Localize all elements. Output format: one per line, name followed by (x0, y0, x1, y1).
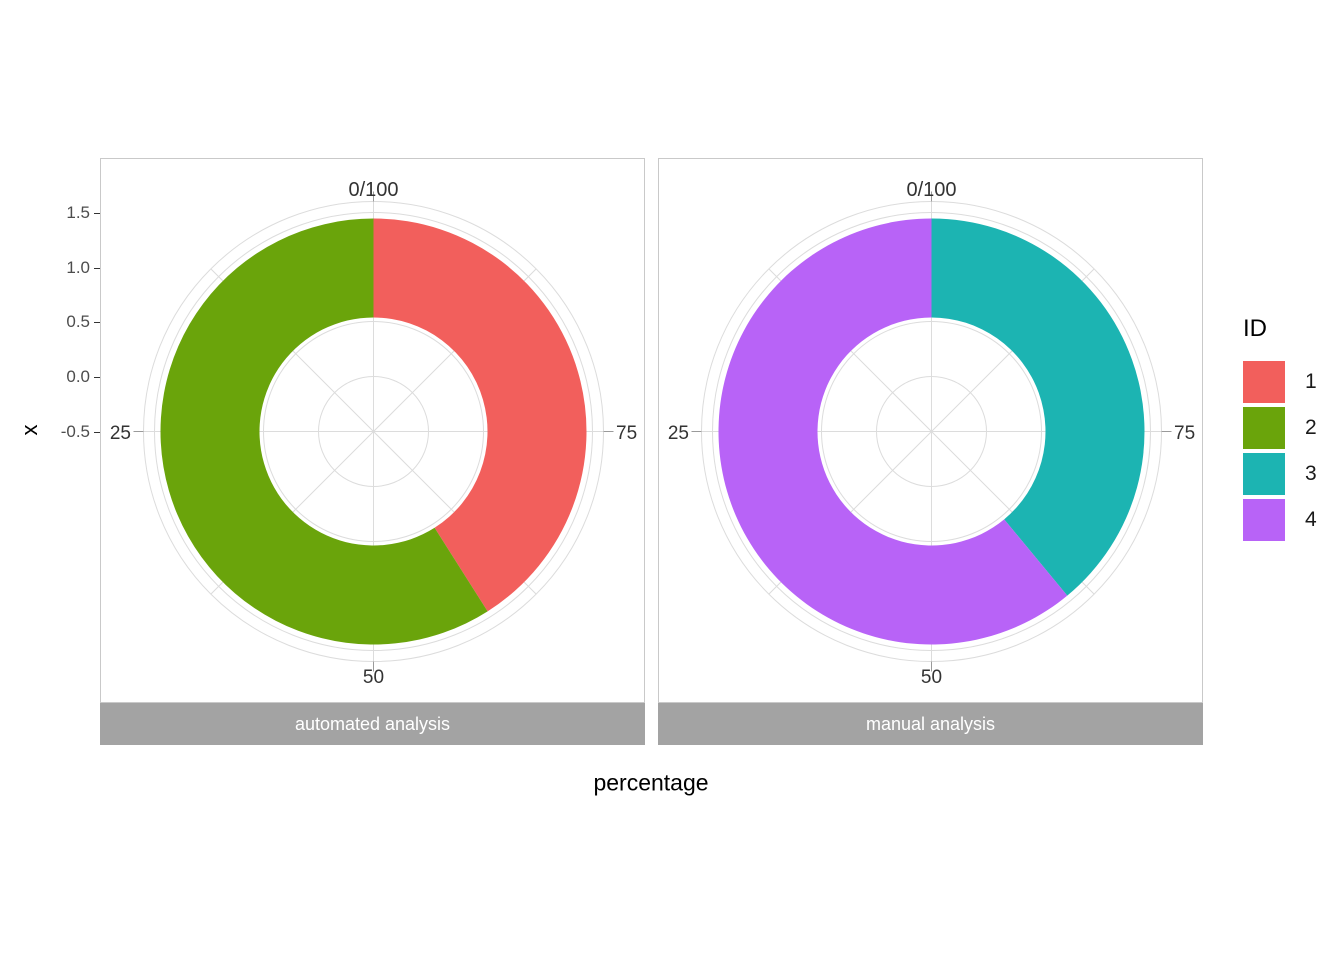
facet-strip-manual-analysis: manual analysis (658, 703, 1203, 745)
legend-item-1: 1 (1243, 361, 1317, 403)
donut-slice-id-3 (931, 218, 1145, 596)
legend-swatch-1 (1243, 361, 1285, 403)
y-tick-mark (94, 432, 100, 433)
theta-tick-label-50: 50 (921, 667, 942, 688)
y-tick-label--0.5: -0.5 (60, 422, 90, 441)
theta-tick-label-75: 75 (1174, 423, 1195, 444)
donut-slice-id-2 (160, 218, 488, 645)
y-tick-mark (94, 377, 100, 378)
legend-title: ID (1243, 315, 1267, 342)
theta-tick-label-25: 25 (668, 423, 689, 444)
donut-slice-id-1 (373, 218, 587, 612)
y-tick-label-0.0: 0.0 (66, 367, 90, 386)
x-axis-title: percentage (593, 769, 709, 796)
legend-swatch-3 (1243, 453, 1285, 495)
legend-swatch-2 (1243, 407, 1285, 449)
legend-label-1: 1 (1305, 370, 1317, 393)
legend-label-3: 3 (1305, 462, 1317, 485)
legend-swatch-4 (1243, 499, 1285, 541)
panel-automated-analysis: 0/100 25 50 75 (100, 158, 645, 703)
y-tick-label-1.0: 1.0 (66, 258, 90, 277)
donut-slice-id-4 (718, 218, 1068, 645)
theta-tick-label-0-100: 0/100 (906, 179, 956, 201)
legend-item-2: 2 (1243, 407, 1317, 449)
theta-tick-label-50: 50 (363, 667, 384, 688)
y-tick-mark (94, 322, 100, 323)
y-tick-label-0.5: 0.5 (66, 312, 90, 331)
legend-label-4: 4 (1305, 508, 1317, 531)
panel-manual-analysis: 0/100 25 50 75 (658, 158, 1203, 703)
facet-strip-automated-analysis: automated analysis (100, 703, 645, 745)
theta-tick-label-75: 75 (616, 423, 637, 444)
theta-tick-label-25: 25 (110, 423, 131, 444)
legend-item-3: 3 (1243, 453, 1317, 495)
legend-label-2: 2 (1305, 416, 1317, 439)
legend: ID 1 2 3 4 (1243, 315, 1317, 545)
legend-items: 1 2 3 4 (1243, 361, 1317, 541)
legend-item-4: 4 (1243, 499, 1317, 541)
theta-tick-label-0-100: 0/100 (348, 179, 398, 201)
y-tick-label-1.5: 1.5 (66, 203, 90, 222)
y-tick-mark (94, 268, 100, 269)
donut-chart-automated: 0/100 25 50 75 (110, 179, 637, 688)
donut-chart-manual: 0/100 25 50 75 (668, 179, 1195, 688)
y-tick-mark (94, 213, 100, 214)
